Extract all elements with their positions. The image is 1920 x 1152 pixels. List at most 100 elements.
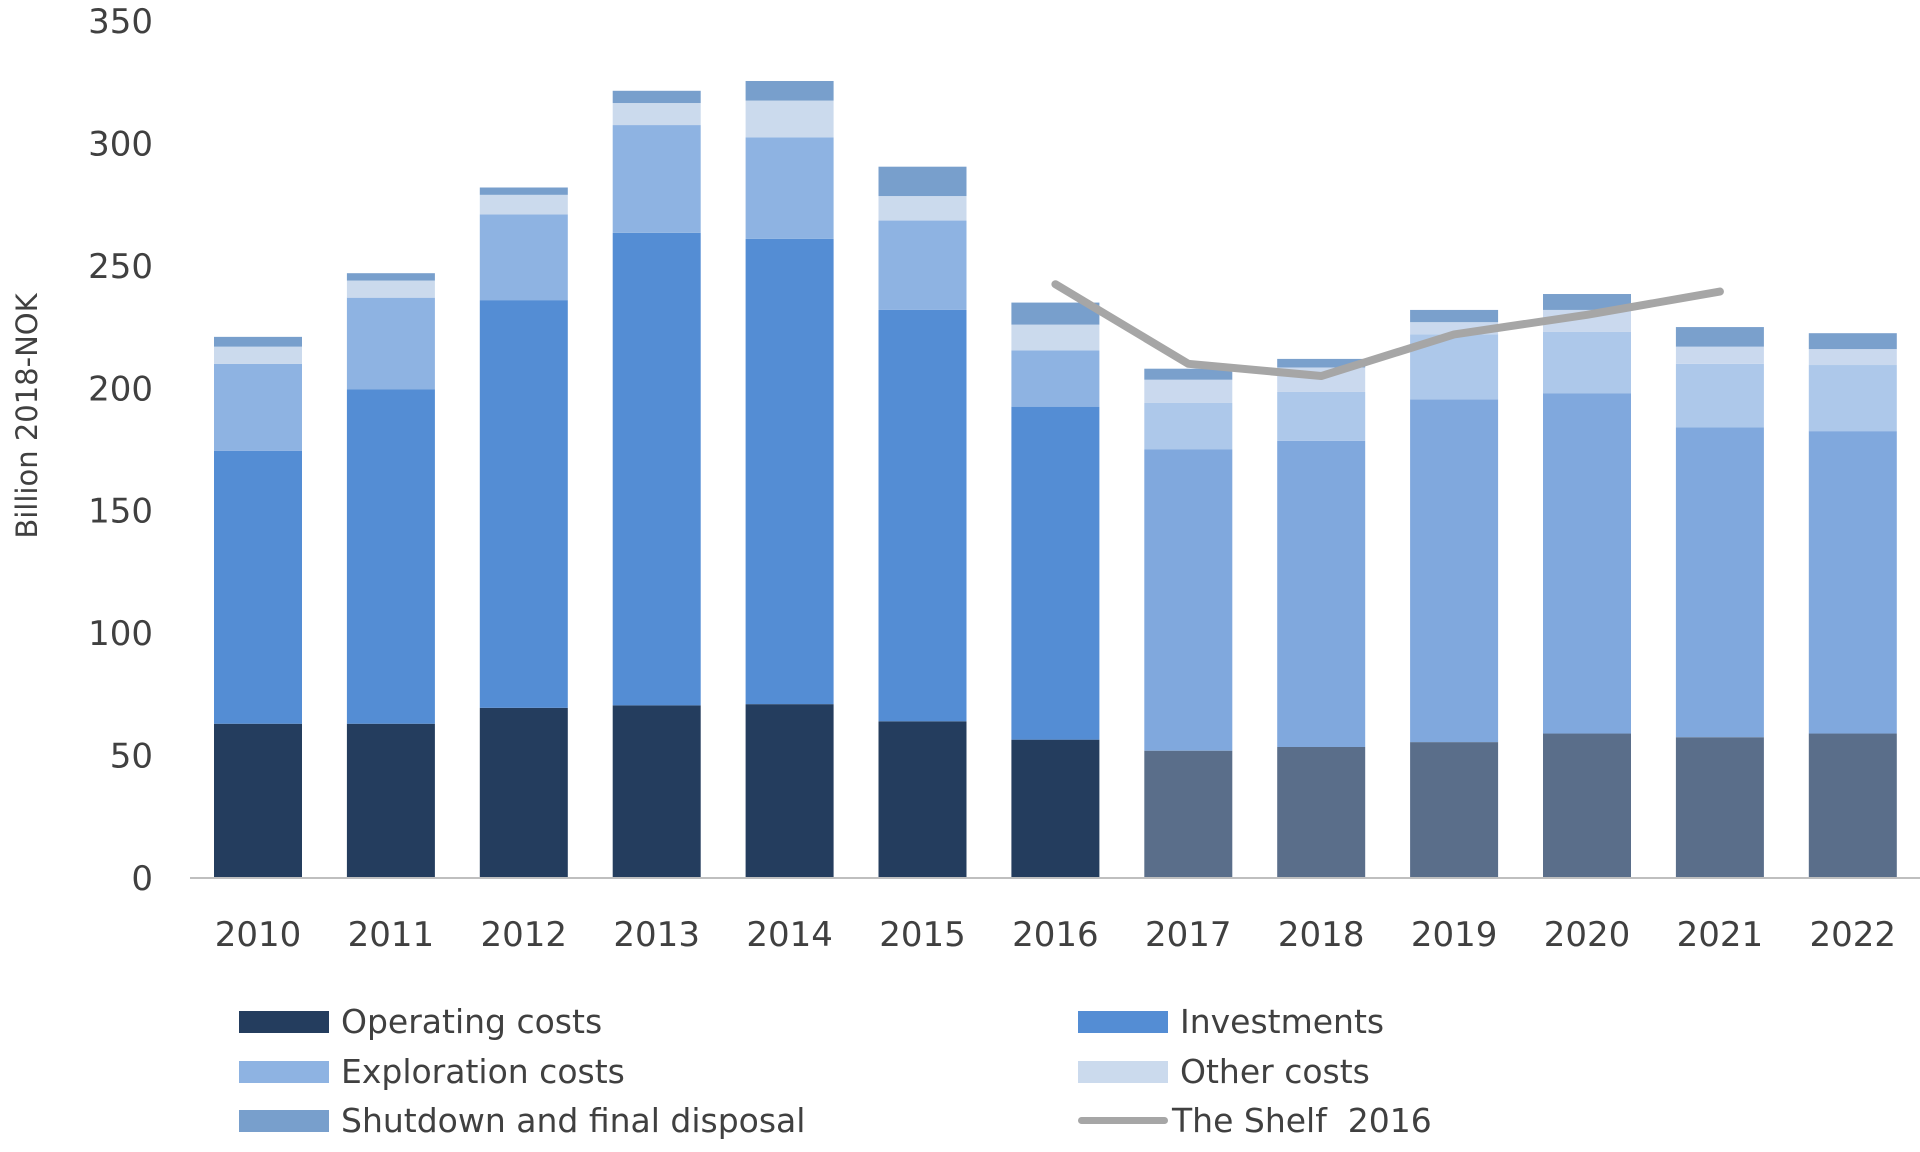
y-tick-label: 300 (88, 124, 153, 164)
bar-segment-exploration-costs (878, 220, 967, 310)
bar-segment-investments (1011, 406, 1100, 740)
bar-segment-investments (1277, 440, 1366, 748)
bar-segment-shutdown-and-final-disposal (1011, 302, 1100, 325)
x-tick-label: 2017 (1145, 915, 1232, 955)
legend-swatch (239, 1060, 329, 1083)
bar-segment-operating-costs (479, 707, 568, 878)
bar-segment-exploration-costs (745, 137, 834, 239)
x-tick-label: 2019 (1411, 915, 1498, 955)
legend-label: Investments (1180, 1002, 1385, 1041)
legend-swatch (1078, 1010, 1168, 1033)
bar-segment-operating-costs (612, 705, 701, 878)
bar-segment-other-costs (745, 100, 834, 138)
legend-swatch (239, 1010, 329, 1033)
legend-investments: Investments (1078, 1002, 1384, 1041)
y-tick-label: 0 (131, 859, 153, 899)
x-tick-label: 2010 (215, 915, 302, 955)
bar-segment-exploration-costs (346, 297, 435, 390)
bar-segment-shutdown-and-final-disposal (612, 90, 701, 104)
bar-segment-shutdown-and-final-disposal (745, 80, 834, 101)
bar-segment-shutdown-and-final-disposal (1277, 358, 1366, 368)
bar-segment-operating-costs (1808, 733, 1897, 878)
bar-segment-other-costs (346, 280, 435, 298)
y-tick-label: 100 (88, 614, 153, 654)
y-tick-label: 250 (88, 247, 153, 287)
bar-segment-shutdown-and-final-disposal (878, 166, 967, 197)
bar-segment-investments (1808, 431, 1897, 734)
x-tick-label: 2012 (481, 915, 568, 955)
bar-segment-operating-costs (1277, 747, 1366, 878)
y-tick-label: 350 (88, 2, 153, 42)
legend-the-shelf-2016: The Shelf 2016 (1078, 1101, 1432, 1140)
x-tick-label: 2015 (879, 915, 966, 955)
bar-segment-investments (1543, 393, 1631, 734)
bar-segment-exploration-costs (1808, 365, 1897, 432)
legend-line-swatch (1078, 1117, 1168, 1124)
bar-segment-operating-costs (214, 723, 302, 878)
y-tick-label: 200 (88, 369, 153, 409)
bar-segment-investments (1144, 449, 1233, 751)
bar-segment-exploration-costs (1277, 391, 1366, 441)
bar-segment-exploration-costs (1543, 331, 1631, 394)
bar-segment-shutdown-and-final-disposal (479, 187, 568, 195)
bar-segment-other-costs (1144, 379, 1233, 403)
bar-segment-shutdown-and-final-disposal (1410, 309, 1499, 323)
bar-segment-other-costs (479, 194, 568, 215)
bar-segment-other-costs (878, 196, 967, 221)
bar-segment-other-costs (1675, 346, 1764, 364)
x-tick-label: 2018 (1278, 915, 1365, 955)
legend-label: Shutdown and final disposal (341, 1101, 806, 1140)
bar-segment-other-costs (612, 103, 701, 126)
x-tick-label: 2021 (1677, 915, 1764, 955)
y-tick-label: 50 (110, 737, 153, 777)
x-tick-label: 2014 (746, 915, 833, 955)
bar-segment-shutdown-and-final-disposal (1144, 368, 1233, 380)
bar-segment-investments (1410, 399, 1499, 743)
legend-operating-costs: Operating costs (239, 1002, 602, 1041)
bar-segment-shutdown-and-final-disposal (1808, 333, 1897, 350)
legend-swatch (239, 1109, 329, 1132)
bar-segment-investments (479, 300, 568, 708)
x-tick-label: 2016 (1012, 915, 1099, 955)
bar-segment-operating-costs (745, 704, 834, 878)
bar-segment-other-costs (1011, 324, 1100, 351)
bar-segment-operating-costs (346, 723, 435, 878)
bar-segment-shutdown-and-final-disposal (1675, 327, 1764, 347)
bar-segment-investments (1675, 427, 1764, 738)
x-tick-label: 2022 (1810, 915, 1897, 955)
bar-segment-shutdown-and-final-disposal (1543, 294, 1631, 310)
bar-segment-exploration-costs (1144, 402, 1233, 450)
bar-segment-shutdown-and-final-disposal (214, 336, 302, 347)
bar-segment-exploration-costs (1011, 350, 1100, 407)
bar-segment-other-costs (214, 346, 302, 364)
bar-segment-exploration-costs (1675, 363, 1764, 428)
bar-segment-exploration-costs (479, 214, 568, 301)
x-tick-label: 2020 (1544, 915, 1631, 955)
bar-segment-other-costs (1808, 349, 1897, 366)
legend-label: Exploration costs (341, 1052, 625, 1091)
bar-segment-investments (878, 309, 967, 722)
x-tick-label: 2011 (348, 915, 435, 955)
bar-segment-operating-costs (1675, 737, 1764, 878)
legend-other-costs: Other costs (1078, 1052, 1370, 1091)
legend-swatch (1078, 1060, 1168, 1083)
bar-segment-operating-costs (878, 721, 967, 878)
bar-segment-investments (745, 238, 834, 705)
line-the-shelf-2016 (1051, 280, 1724, 381)
bar-segment-exploration-costs (612, 125, 701, 233)
y-axis-title: Billion 2018-NOK (10, 293, 44, 539)
legend-label: Other costs (1180, 1052, 1370, 1091)
bar-segment-operating-costs (1543, 733, 1631, 878)
bar-segment-shutdown-and-final-disposal (346, 273, 435, 281)
bar-segment-investments (214, 450, 302, 724)
legend-shutdown: Shutdown and final disposal (239, 1101, 805, 1140)
bar-segment-investments (612, 232, 701, 706)
x-tick-label: 2013 (613, 915, 700, 955)
legend-exploration-costs: Exploration costs (239, 1052, 625, 1091)
legend-label: The Shelf 2016 (1172, 1101, 1432, 1140)
bar-segment-exploration-costs (214, 363, 302, 451)
bar-segment-investments (346, 389, 435, 724)
bar-segment-operating-costs (1011, 739, 1100, 878)
y-tick-label: 150 (88, 492, 153, 532)
